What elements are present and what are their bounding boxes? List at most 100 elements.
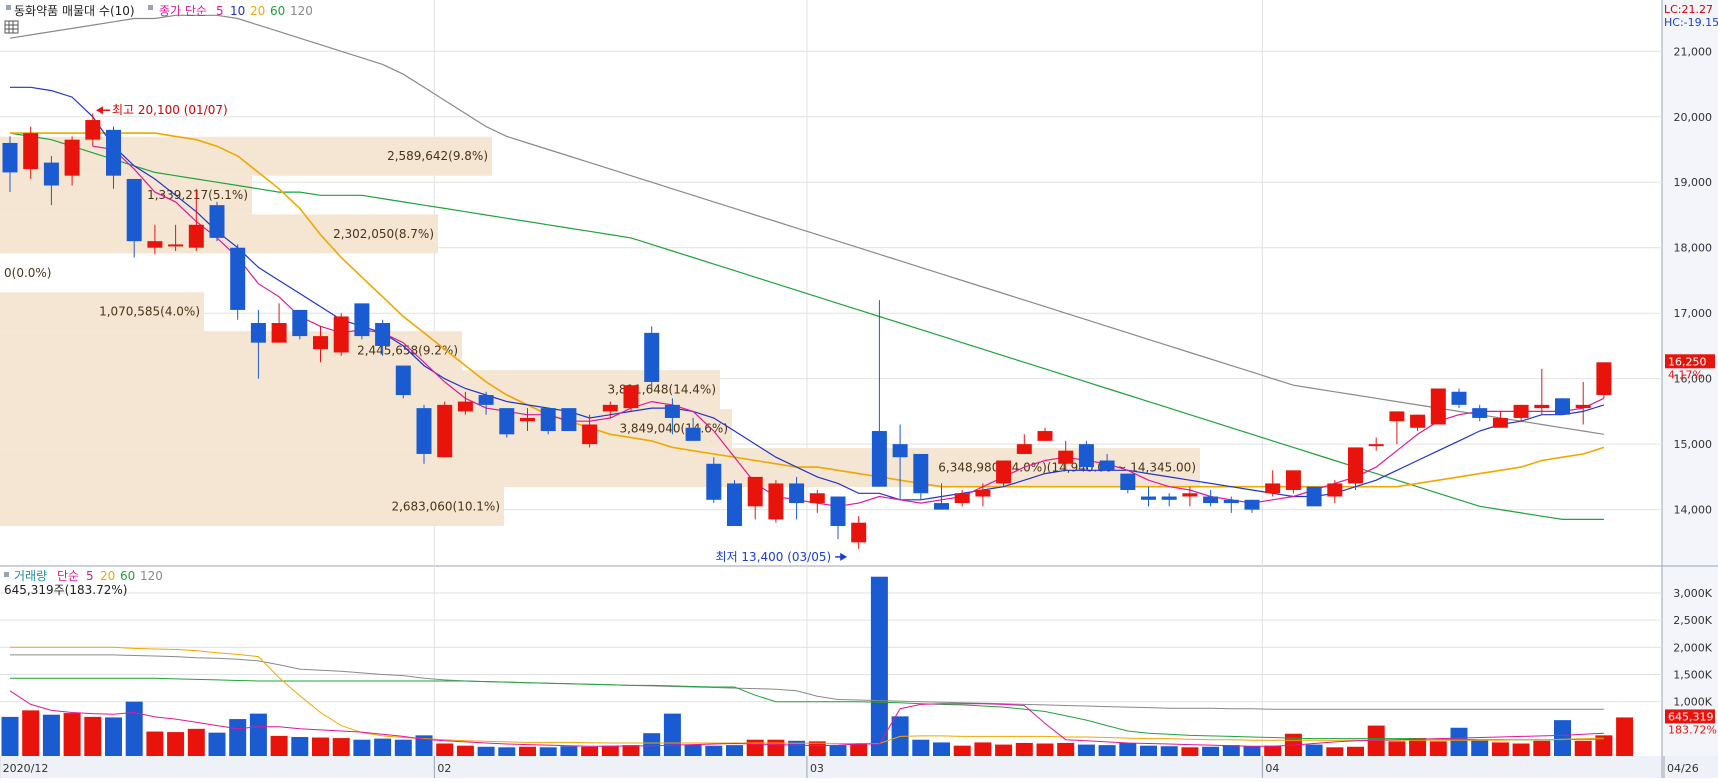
- volume-bar: [974, 742, 992, 756]
- candle-body: [1141, 496, 1156, 500]
- hc-label: HC:-19.15: [1664, 16, 1718, 29]
- price-tick-label: 20,000: [1674, 111, 1713, 124]
- date-tick-label: 02: [437, 762, 451, 775]
- vol-ma60-legend: 60: [120, 569, 135, 583]
- volume-title[interactable]: 거래량: [14, 569, 47, 583]
- date-tick-label: 04/26: [1667, 762, 1699, 775]
- candle-body: [892, 444, 908, 458]
- ma5-legend: 5: [216, 4, 224, 18]
- candle-body: [644, 332, 660, 382]
- candle-body: [664, 404, 680, 418]
- candle-body: [209, 205, 225, 238]
- volume-bar: [1450, 727, 1468, 756]
- volume-bar: [125, 701, 143, 756]
- volume-tick-label: 3,000K: [1673, 587, 1712, 600]
- candle-body: [727, 483, 742, 526]
- candle-body: [561, 408, 577, 432]
- candle-body: [1182, 493, 1198, 497]
- volume-bar: [622, 745, 640, 756]
- ma10-legend: 10: [230, 4, 245, 18]
- volume-tick-label: 1,000K: [1673, 696, 1712, 709]
- candle-body: [147, 241, 163, 248]
- profile-band-label: 1,339,217(5.1%): [147, 188, 248, 202]
- volume-average-lines: [9, 646, 1604, 747]
- profile-band: [0, 370, 720, 410]
- axis-labels: 14,000 15,000 16,000 17,000 18,000 19,000 20,0…: [3, 45, 1713, 775]
- candle-body: [602, 404, 618, 412]
- volume-tick-label: 1,500K: [1673, 669, 1712, 682]
- volume-bar: [850, 743, 868, 756]
- volume-bar: [1098, 745, 1116, 756]
- volume-bar: [1036, 743, 1054, 756]
- candle-body: [168, 244, 184, 247]
- volume-bar: [1595, 735, 1613, 756]
- candle-body: [2, 142, 18, 173]
- profile-band: [0, 136, 492, 176]
- volume-bar: [870, 576, 888, 756]
- candle-body: [1596, 362, 1612, 396]
- volume-bar: [1057, 742, 1075, 756]
- candle-body: [1327, 483, 1343, 497]
- volume-bar: [829, 745, 847, 756]
- volume-bar: [808, 741, 826, 756]
- high-label: 최고 20,100 (01/07): [112, 103, 228, 117]
- candle-body: [1348, 447, 1363, 484]
- volume-bar: [1491, 742, 1509, 756]
- volume-bar: [1119, 742, 1137, 756]
- candle-body: [540, 408, 556, 432]
- last-volume-tag: [1665, 709, 1715, 724]
- ma60-line: [9, 132, 1604, 521]
- last-price-tag: [1665, 354, 1715, 369]
- volume-bar: [187, 728, 205, 756]
- last-volume-label: 645,319: [1668, 710, 1714, 723]
- profile-band-label: 0(0.0%): [4, 266, 51, 280]
- candle-body: [809, 493, 825, 504]
- candle-body: [499, 408, 515, 435]
- volume-bar: [767, 739, 785, 756]
- candle-body: [292, 309, 308, 337]
- candle-body: [1058, 450, 1074, 464]
- candle-body: [416, 408, 432, 454]
- volume-bar: [353, 739, 371, 756]
- price-title[interactable]: 동화약품 매물대 수(10): [14, 3, 135, 18]
- volume-bar: [1533, 740, 1551, 756]
- legend-marker: [148, 5, 153, 10]
- price-axis-panel: [1662, 0, 1718, 778]
- candle-body: [1099, 460, 1115, 471]
- candle-body: [1306, 486, 1322, 507]
- candle-body: [188, 224, 204, 248]
- price-tick-label: 14,000: [1674, 504, 1713, 517]
- volume-bar: [1554, 720, 1571, 756]
- volume-bar: [519, 746, 536, 756]
- volume-legend[interactable]: 거래량 단순 5 20 60 120: [4, 569, 163, 583]
- candle-body: [830, 496, 846, 526]
- volume-bar: [1202, 746, 1220, 756]
- volume-bar: [42, 714, 60, 756]
- candle-body: [333, 316, 349, 353]
- volume-bar: [1409, 738, 1427, 756]
- volume-tick-label: 2,000K: [1673, 641, 1712, 654]
- volume-bar: [394, 739, 412, 756]
- volume-bar: [270, 735, 288, 756]
- volume-bar: [1077, 744, 1095, 756]
- candle-body: [1492, 417, 1508, 428]
- candle-body: [706, 463, 722, 500]
- volume-bar: [601, 745, 619, 756]
- volume-bar: [1574, 740, 1592, 756]
- volume-bar: [684, 744, 702, 756]
- candle-body: [1203, 496, 1219, 504]
- candle-body: [1016, 444, 1032, 454]
- profile-band-label: 1,070,585(4.0%): [99, 305, 200, 319]
- volume-bar: [1140, 745, 1157, 756]
- grid-icon[interactable]: [4, 20, 19, 34]
- volume-bar: [436, 743, 454, 756]
- price-legend[interactable]: 동화약품 매물대 수(10) 종가 단순 5 10 20 60 120: [6, 3, 313, 18]
- volume-bar: [643, 733, 661, 756]
- candle-body: [478, 395, 494, 405]
- candlestick-series[interactable]: [2, 113, 1612, 549]
- volume-ma-label: 단순: [57, 569, 79, 583]
- candle-body: [126, 178, 142, 242]
- volume-bar: [1367, 725, 1385, 756]
